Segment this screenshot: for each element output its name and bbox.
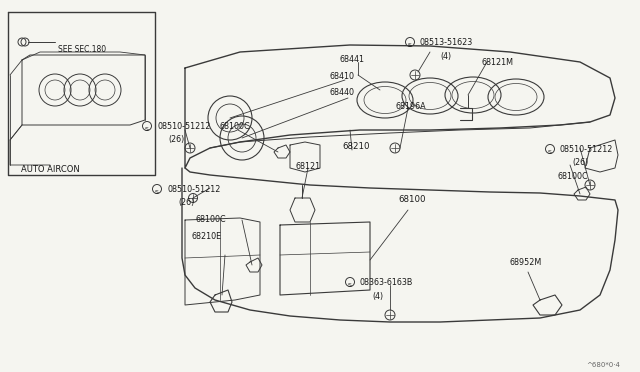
Text: 68100: 68100 (398, 195, 426, 204)
Text: S: S (145, 127, 149, 132)
Text: 68100C: 68100C (220, 122, 251, 131)
Text: 68196A: 68196A (395, 102, 426, 111)
Text: 08510-51212: 08510-51212 (157, 122, 211, 131)
Text: 68121: 68121 (295, 162, 320, 171)
Text: 08513-51623: 08513-51623 (420, 38, 473, 47)
Text: S: S (408, 43, 412, 48)
Text: ^680*0·4: ^680*0·4 (586, 362, 620, 368)
Text: 68121M: 68121M (482, 58, 514, 67)
Text: SEE SEC.180: SEE SEC.180 (58, 45, 106, 54)
Text: 68100C: 68100C (195, 215, 226, 224)
Text: 68410: 68410 (330, 72, 355, 81)
Text: 08510-51212: 08510-51212 (167, 185, 220, 194)
Text: AUTO AIRCON: AUTO AIRCON (20, 165, 79, 174)
Text: S: S (548, 150, 552, 155)
Text: (26): (26) (178, 198, 195, 207)
Text: S: S (155, 190, 159, 195)
Text: 08510-51212: 08510-51212 (560, 145, 613, 154)
Text: (26): (26) (168, 135, 184, 144)
Text: 68441: 68441 (340, 55, 365, 64)
Text: 68210: 68210 (342, 142, 369, 151)
Text: (4): (4) (440, 52, 451, 61)
Text: 68440: 68440 (330, 88, 355, 97)
Text: 68952M: 68952M (510, 258, 542, 267)
Text: (26): (26) (572, 158, 588, 167)
Text: 08363-6163B: 08363-6163B (360, 278, 413, 287)
Text: (4): (4) (372, 292, 383, 301)
Text: S: S (348, 283, 352, 288)
Text: 68210E: 68210E (192, 232, 222, 241)
Text: 68100C: 68100C (558, 172, 589, 181)
